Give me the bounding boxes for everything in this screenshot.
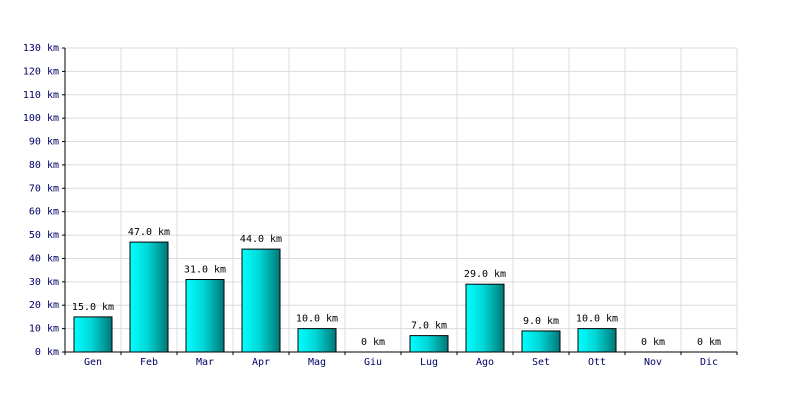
x-tick-label: Gen	[84, 357, 102, 368]
bar	[577, 328, 617, 353]
y-tick-label: 0 km	[35, 347, 59, 358]
x-tick-label: Giu	[364, 357, 382, 368]
y-tick-label: 110 km	[23, 90, 59, 101]
bar	[241, 248, 281, 353]
y-tick-label: 40 km	[29, 253, 59, 264]
value-label: 10.0 km	[576, 314, 618, 325]
bar	[129, 241, 169, 353]
value-label: 0 km	[697, 337, 721, 348]
y-tick-label: 100 km	[23, 113, 59, 124]
y-tick-label: 20 km	[29, 300, 59, 311]
x-tick-label: Nov	[644, 357, 662, 368]
y-tick-label: 70 km	[29, 183, 59, 194]
value-label: 31.0 km	[184, 265, 226, 276]
y-tick-label: 130 km	[23, 43, 59, 54]
value-label: 0 km	[361, 337, 385, 348]
y-tick-label: 90 km	[29, 137, 59, 148]
value-label: 15.0 km	[72, 302, 114, 313]
y-tick-label: 30 km	[29, 277, 59, 288]
y-tick-label: 10 km	[29, 324, 59, 335]
x-tick-label: Mag	[308, 357, 326, 368]
x-tick-label: Apr	[252, 357, 270, 368]
bar	[465, 283, 505, 353]
x-tick-label: Ott	[588, 357, 606, 368]
x-tick-label: Feb	[140, 357, 158, 368]
value-label: 47.0 km	[128, 227, 170, 238]
value-label: 29.0 km	[464, 269, 506, 280]
x-tick-label: Dic	[700, 357, 718, 368]
x-tick-label: Lug	[420, 357, 438, 368]
y-tick-label: 80 km	[29, 160, 59, 171]
x-tick-label: Mar	[196, 357, 214, 368]
value-label: 10.0 km	[296, 314, 338, 325]
x-tick-label: Ago	[476, 357, 494, 368]
value-label: 9.0 km	[523, 316, 559, 327]
bar	[185, 279, 225, 353]
value-label: 7.0 km	[411, 321, 447, 332]
y-tick-label: 120 km	[23, 66, 59, 77]
value-label: 44.0 km	[240, 234, 282, 245]
x-tick-label: Set	[532, 357, 550, 368]
y-tick-label: 50 km	[29, 230, 59, 241]
bar	[521, 330, 561, 353]
bar	[409, 335, 449, 353]
value-label: 0 km	[641, 337, 665, 348]
y-tick-label: 60 km	[29, 207, 59, 218]
bar	[297, 328, 337, 353]
bar	[73, 316, 113, 353]
